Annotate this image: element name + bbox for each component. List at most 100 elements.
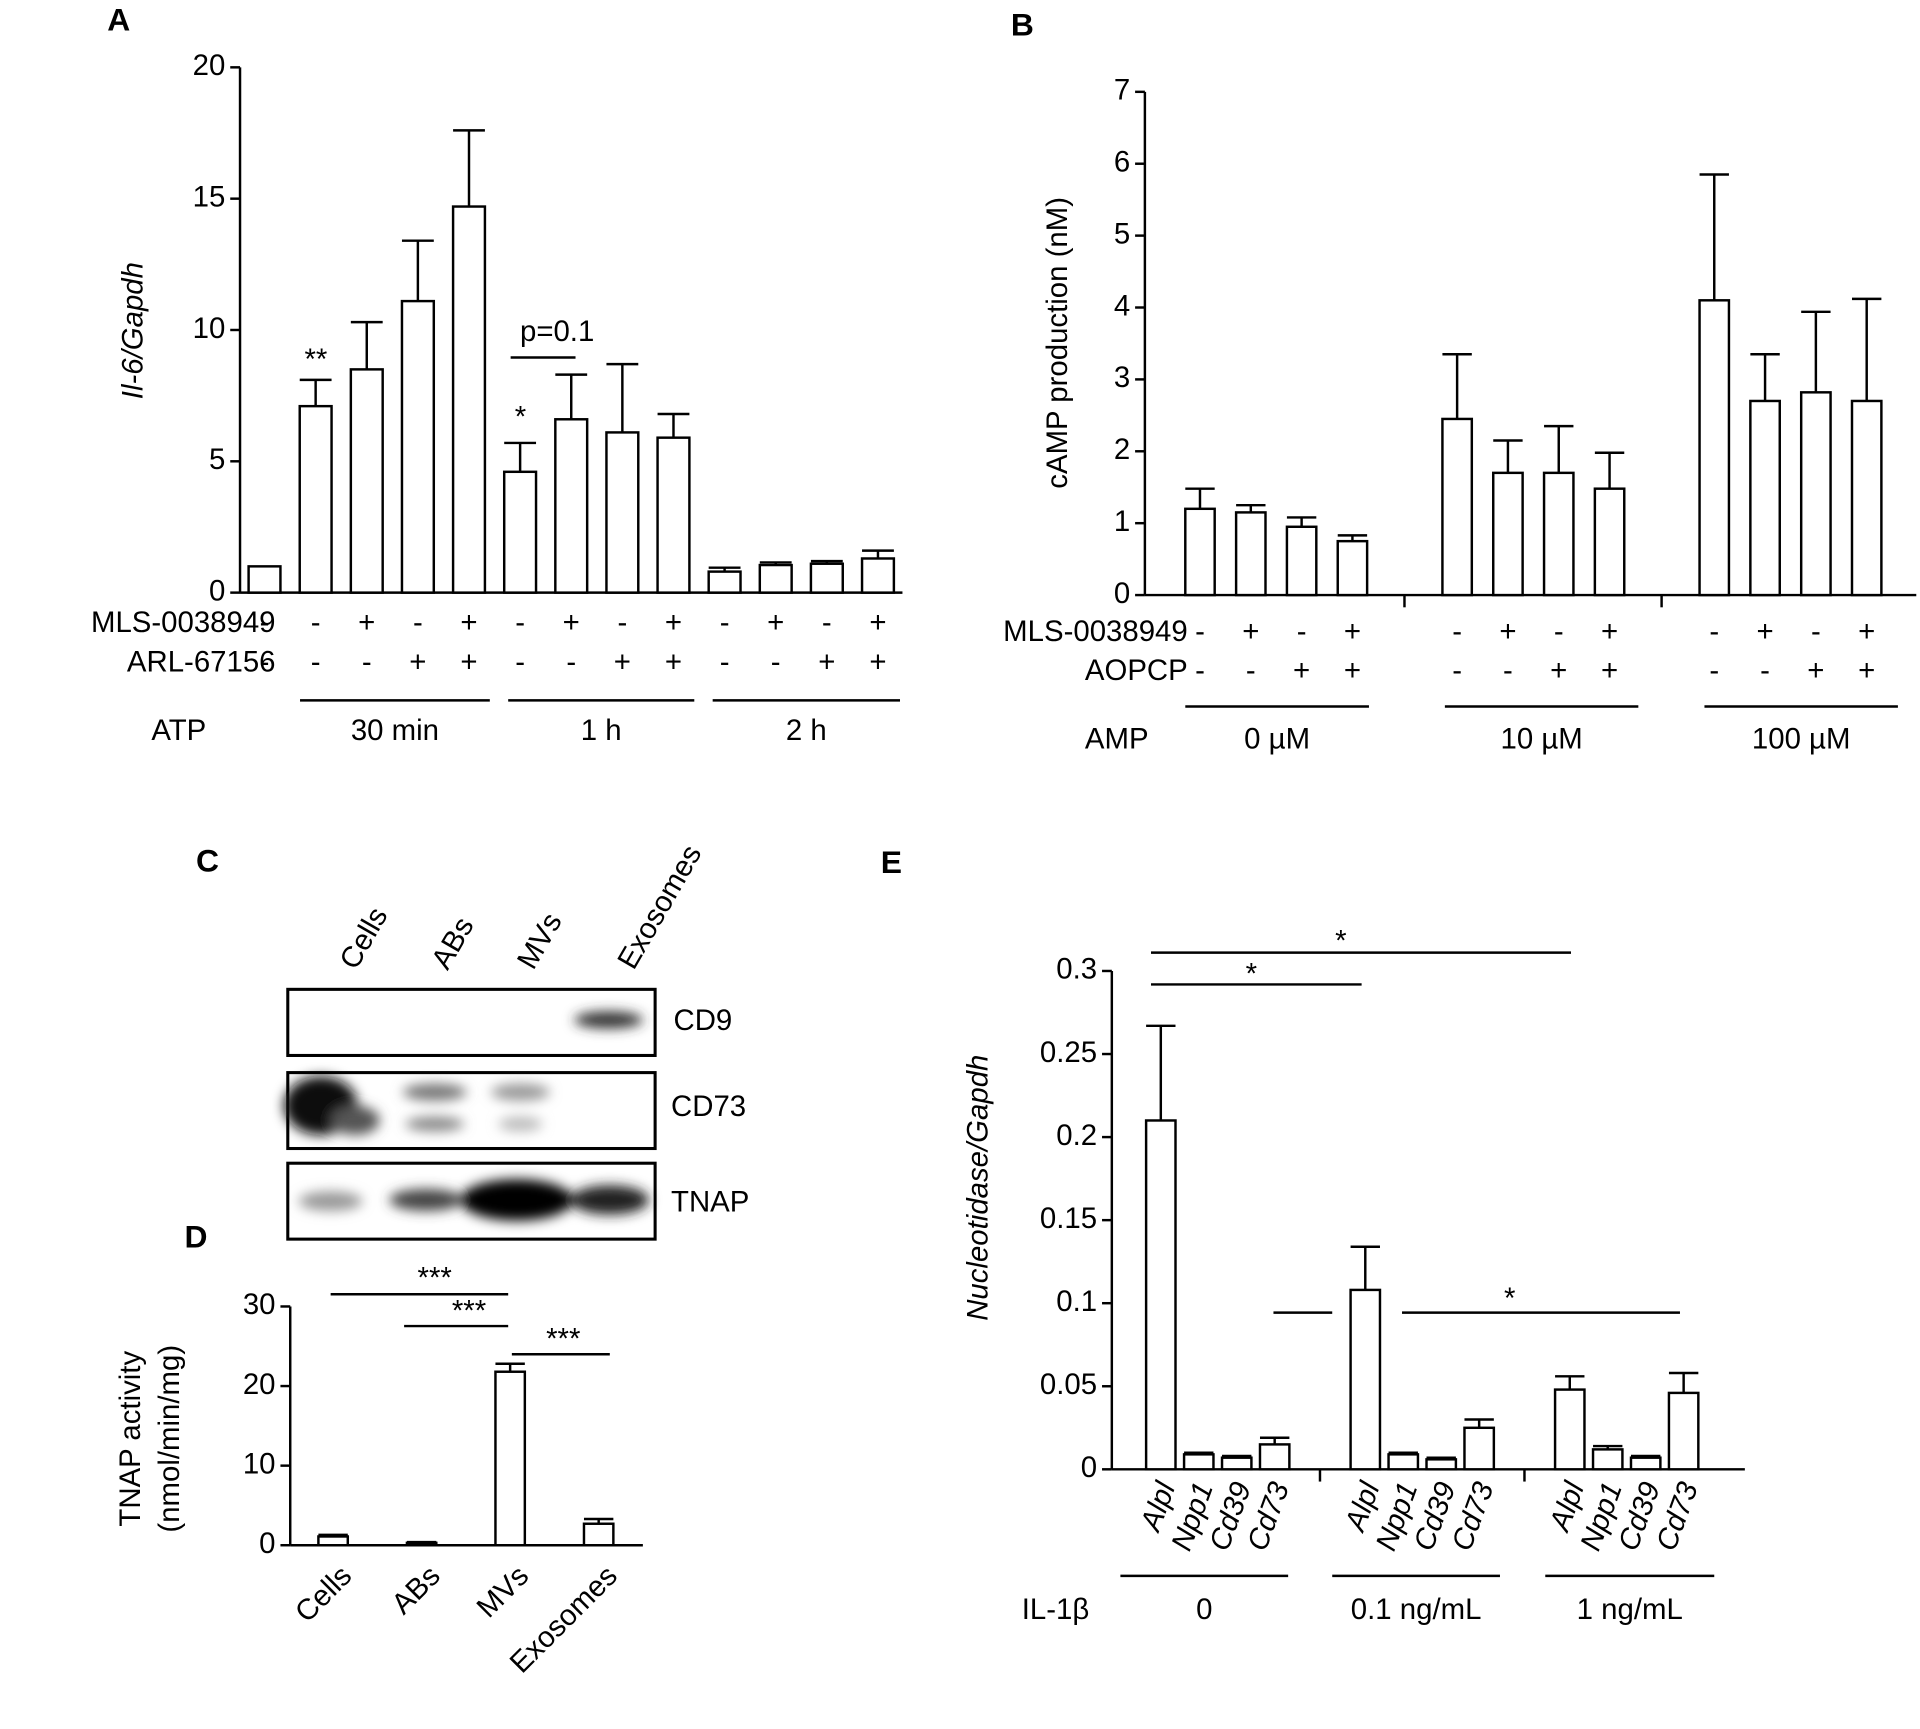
band <box>405 1116 465 1132</box>
condition-sign: + <box>1499 615 1516 648</box>
condition-sign: + <box>1550 654 1567 687</box>
condition-sign: + <box>1601 654 1618 687</box>
lane-label: MVs <box>511 907 569 974</box>
band <box>574 1011 643 1029</box>
band <box>460 1179 574 1221</box>
bar <box>400 299 436 594</box>
condition-sign: + <box>1756 615 1773 648</box>
y-tick-label: 0.15 <box>1040 1202 1097 1235</box>
panel-label: C <box>196 843 219 879</box>
error-bar <box>606 362 639 433</box>
bar <box>1425 1458 1458 1471</box>
y-tick-label: 30 <box>243 1288 276 1321</box>
condition-label: AOPCP <box>1085 654 1188 687</box>
bar <box>1799 391 1832 597</box>
error-bar <box>495 1362 525 1372</box>
bar <box>451 205 487 594</box>
y-axis-label: TNAP activity <box>114 1351 147 1527</box>
bar <box>1285 525 1318 597</box>
bar <box>1667 1391 1700 1471</box>
condition-sign: - <box>1811 615 1821 648</box>
bar <box>494 1370 527 1547</box>
error-bar <box>583 1517 614 1524</box>
error-bar <box>1442 353 1472 419</box>
annotation: *** <box>418 1261 452 1294</box>
bar <box>1698 299 1731 597</box>
error-bar <box>1236 503 1266 513</box>
condition-sign: - <box>1709 654 1719 687</box>
condition-sign: + <box>409 645 426 678</box>
y-tick-label: 5 <box>1114 217 1130 250</box>
error-bar <box>1464 1418 1494 1428</box>
x-tick-label: Cells <box>289 1559 359 1629</box>
error-bar <box>810 559 843 564</box>
error-bar <box>1594 451 1625 489</box>
annotation: * <box>1246 958 1257 991</box>
error-bar <box>1668 1371 1699 1393</box>
bar <box>1258 1443 1291 1471</box>
y-tick-label: 10 <box>193 312 226 345</box>
annotation: * <box>515 401 526 434</box>
group-label: 0 <box>1196 1593 1212 1626</box>
condition-sign: + <box>1858 615 1875 648</box>
bar <box>1591 1448 1624 1471</box>
bar <box>758 563 793 594</box>
bar <box>582 1522 615 1547</box>
error-bar <box>299 378 332 407</box>
bar <box>502 470 538 594</box>
bar <box>1749 399 1781 597</box>
error-bar <box>401 239 434 302</box>
error-bar <box>1426 1456 1456 1460</box>
group-label: 30 min <box>351 714 439 747</box>
bar <box>554 418 589 594</box>
bar <box>1593 487 1626 597</box>
error-bar <box>504 441 537 472</box>
error-bar <box>1350 1245 1380 1290</box>
y-tick-label: 0.3 <box>1056 953 1097 986</box>
condition-label: ARL-67156 <box>127 645 276 678</box>
panel-label: A <box>107 1 130 37</box>
bar <box>1553 1388 1586 1471</box>
condition-sign: + <box>460 645 477 678</box>
bar <box>1184 507 1216 597</box>
condition-sign: + <box>1807 654 1824 687</box>
y-tick-label: 3 <box>1114 361 1130 394</box>
condition-sign: + <box>869 606 886 639</box>
error-bar <box>318 1533 348 1537</box>
bar <box>707 570 742 594</box>
bar <box>1234 511 1267 597</box>
condition-sign: - <box>617 606 627 639</box>
condition-sign: - <box>720 606 730 639</box>
condition-sign: + <box>1344 654 1361 687</box>
condition-sign: - <box>311 606 321 639</box>
group-label: 1 ng/mL <box>1577 1593 1683 1626</box>
bar <box>1144 1119 1177 1471</box>
condition-sign: - <box>260 645 270 678</box>
condition-sign: + <box>665 645 682 678</box>
bar <box>1850 399 1883 597</box>
error-bar <box>1222 1454 1252 1458</box>
error-bar <box>862 549 894 559</box>
bar <box>809 562 844 594</box>
error-bar <box>1184 1451 1214 1455</box>
condition-sign: + <box>1601 615 1618 648</box>
error-bar <box>453 129 485 207</box>
error-bar <box>555 373 588 420</box>
blot-bands <box>284 1011 649 1221</box>
bar <box>860 557 896 594</box>
condition-sign: - <box>822 606 832 639</box>
condition-sign: + <box>869 645 886 678</box>
condition-sign: + <box>767 606 784 639</box>
y-tick-label: 0 <box>209 574 225 607</box>
error-bar <box>1630 1454 1661 1458</box>
y-axis-label: (nmol/min/mg) <box>153 1345 186 1533</box>
x-tick-label: ABs <box>385 1559 446 1620</box>
group-label: 100 µM <box>1752 723 1851 756</box>
condition-sign: + <box>1344 615 1361 648</box>
bar <box>605 431 640 594</box>
condition-sign: - <box>1195 654 1205 687</box>
bar <box>349 368 384 594</box>
band <box>570 1185 649 1215</box>
